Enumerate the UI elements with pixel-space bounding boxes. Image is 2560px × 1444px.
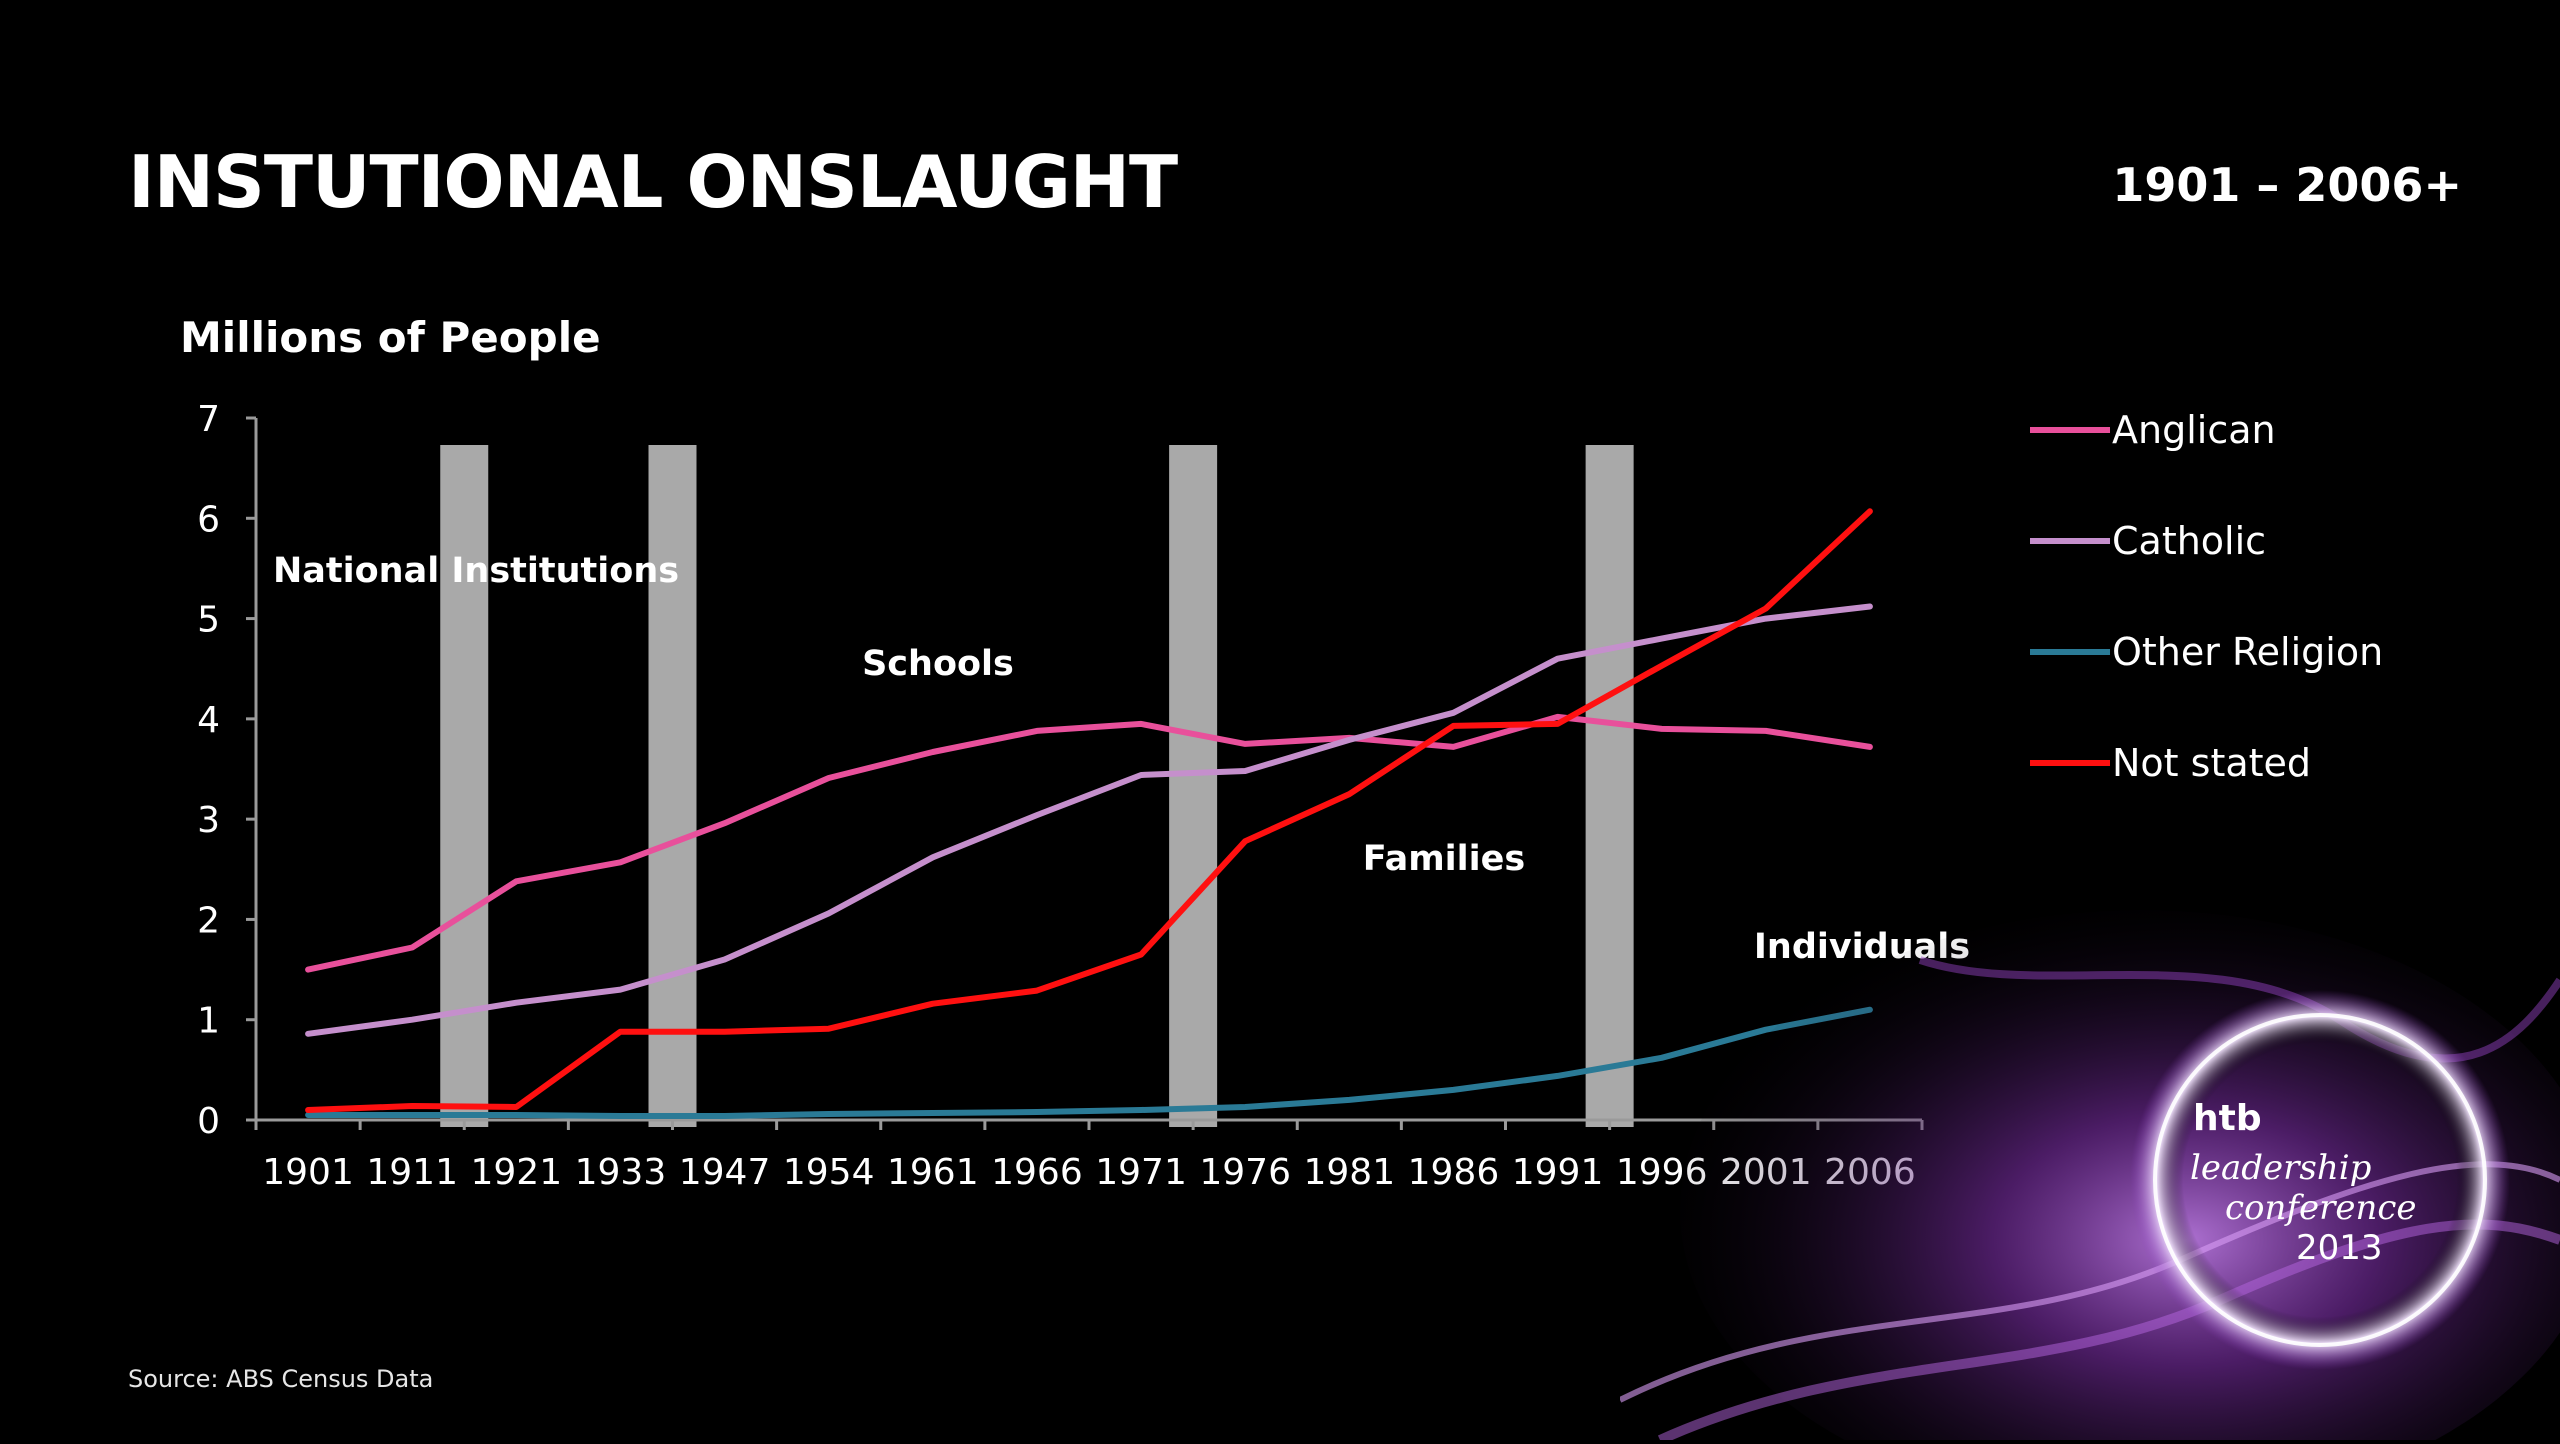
logo-text-htb: htb <box>2193 1098 2262 1139</box>
y-tick-label: 7 <box>197 399 220 440</box>
x-tick-label: 1921 <box>471 1152 563 1193</box>
x-tick-label: 1986 <box>1408 1152 1500 1193</box>
y-tick-label: 3 <box>197 800 220 841</box>
era-divider-bar <box>1169 445 1218 1127</box>
logo-text-year: 2013 <box>2296 1228 2383 1268</box>
y-tick-label: 5 <box>197 600 220 641</box>
legend-label: Not stated <box>2112 741 2312 785</box>
x-tick-label: 1976 <box>1199 1152 1291 1193</box>
legend-swatch <box>2030 538 2110 544</box>
x-tick-label: 1971 <box>1095 1152 1187 1193</box>
slide-title: INSTUTIONAL ONSLAUGHT <box>128 140 1178 224</box>
legend-item-other-religion: Other Religion <box>2030 622 2383 682</box>
legend-swatch <box>2030 427 2110 433</box>
era-divider-bar <box>1585 445 1634 1127</box>
legend-swatch <box>2030 760 2110 766</box>
series-line-not-stated <box>305 508 1873 1113</box>
y-axis-label: Millions of People <box>180 313 601 362</box>
legend-item-anglican: Anglican <box>2030 400 2276 460</box>
source-note: Source: ABS Census Data <box>128 1365 434 1393</box>
legend-label: Other Religion <box>2112 630 2384 674</box>
x-tick-label: 1981 <box>1304 1152 1396 1193</box>
y-tick-label: 6 <box>197 499 220 540</box>
annotation-schools: Schools <box>862 644 1014 684</box>
series-line-anglican <box>305 713 1873 973</box>
legend-label: Catholic <box>2112 519 2267 563</box>
conference-logo: htb leadership conference 2013 <box>1618 880 2560 1444</box>
x-tick-label: 1901 <box>262 1152 354 1193</box>
y-tick-label: 2 <box>197 900 220 941</box>
series-line-catholic <box>305 603 1873 1037</box>
legend-item-not-stated: Not stated <box>2030 733 2311 793</box>
legend-label: Anglican <box>2112 408 2276 452</box>
logo-swirl-graphic <box>1618 910 2560 1444</box>
y-tick-label: 1 <box>197 1001 220 1042</box>
y-tick-label: 0 <box>197 1101 220 1142</box>
logo-text-leadership: leadership <box>2190 1148 2372 1188</box>
logo-text-conference: conference <box>2225 1188 2417 1228</box>
legend-swatch <box>2030 649 2110 655</box>
annotation-families: Families <box>1363 839 1526 879</box>
legend-item-catholic: Catholic <box>2030 511 2266 571</box>
y-tick-label: 4 <box>197 700 220 741</box>
x-tick-label: 1991 <box>1512 1152 1604 1193</box>
x-tick-label: 1966 <box>991 1152 1083 1193</box>
x-tick-label: 1911 <box>366 1152 458 1193</box>
era-divider-bar <box>440 445 489 1127</box>
annotation-national-institutions: National Institutions <box>273 551 679 591</box>
era-divider-bar <box>648 445 697 1127</box>
series-line-other-religion <box>305 1006 1873 1119</box>
date-range: 1901 – 2006+ <box>2112 158 2462 212</box>
x-tick-label: 1954 <box>783 1152 875 1193</box>
x-tick-label: 1961 <box>887 1152 979 1193</box>
x-tick-label: 1947 <box>679 1152 771 1193</box>
x-tick-label: 1933 <box>575 1152 667 1193</box>
